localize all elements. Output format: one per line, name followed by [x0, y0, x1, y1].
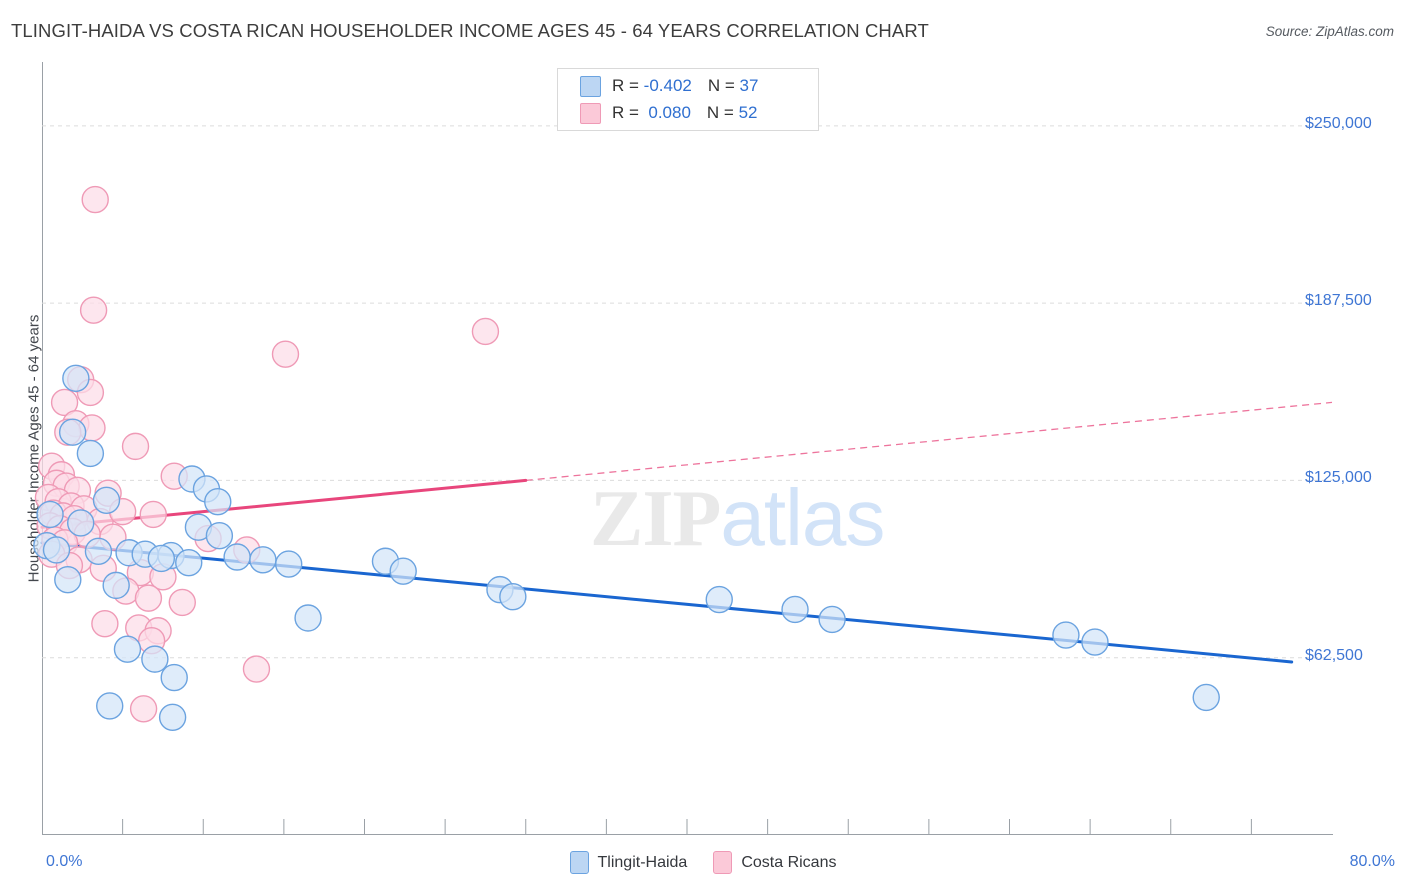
y-tick-label-3: $62,500	[1305, 646, 1363, 664]
data-point-tlingit-haida-37[interactable]	[96, 692, 124, 720]
data-point-tlingit-haida-28[interactable]	[499, 583, 527, 611]
stats-n-label-1: N =	[706, 103, 739, 122]
data-point-tlingit-haida-23[interactable]	[389, 557, 417, 585]
data-point-tlingit-haida-10[interactable]	[205, 522, 234, 550]
legend-chip-blue	[569, 851, 589, 874]
data-point-tlingit-haida-1[interactable]	[58, 418, 87, 446]
data-point-tlingit-haida-0[interactable]	[62, 364, 90, 392]
data-point-tlingit-haida-34[interactable]	[113, 635, 142, 663]
stats-row-tlingit-haida: R = -0.402 N = 37	[558, 73, 818, 99]
y-tick-label-1: $187,500	[1305, 292, 1372, 310]
y-axis-line	[42, 62, 43, 835]
data-point-tlingit-haida-31[interactable]	[818, 605, 846, 634]
data-point-tlingit-haida-24[interactable]	[54, 565, 82, 594]
data-point-costa-ricans-27[interactable]	[139, 500, 167, 529]
stats-r-value-1: 0.080	[643, 103, 691, 122]
stats-n-value-0: 37	[739, 76, 759, 95]
legend-chip-pink	[713, 851, 733, 874]
data-point-tlingit-haida-2[interactable]	[76, 439, 105, 468]
data-point-tlingit-haida-19[interactable]	[223, 543, 251, 571]
legend-label-tlingit-haida: Tlingit-Haida	[597, 853, 688, 871]
data-point-costa-ricans-44[interactable]	[134, 584, 163, 612]
y-axis-title: Householder Income Ages 45 - 64 years	[25, 314, 43, 583]
data-point-costa-ricans-3[interactable]	[271, 340, 300, 368]
data-point-tlingit-haida-17[interactable]	[147, 544, 176, 573]
data-point-costa-ricans-0[interactable]	[81, 185, 109, 214]
page-title: TLINGIT-HAIDA VS COSTA RICAN HOUSEHOLDER…	[11, 20, 929, 41]
stats-swatch-blue	[580, 75, 601, 97]
stats-row-costa-ricans: R = 0.080 N = 52	[558, 100, 818, 126]
y-tick-label-2: $125,000	[1305, 469, 1372, 487]
data-point-costa-ricans-10[interactable]	[121, 432, 150, 461]
data-point-tlingit-haida-6[interactable]	[204, 487, 232, 516]
data-point-tlingit-haida-29[interactable]	[705, 585, 733, 614]
series-legend: Tlingit-Haida Costa Ricans	[0, 851, 1406, 874]
plot-area: ZIPatlas	[33, 62, 1333, 835]
data-point-tlingit-haida-33[interactable]	[1081, 628, 1109, 656]
stats-n-label-0: N =	[707, 76, 740, 95]
stats-r-value-0: -0.402	[643, 76, 692, 95]
stats-n-value-1: 52	[738, 103, 758, 122]
data-point-costa-ricans-6[interactable]	[50, 388, 79, 417]
data-point-tlingit-haida-32[interactable]	[1052, 621, 1080, 649]
data-point-tlingit-haida-36[interactable]	[160, 663, 188, 692]
data-point-tlingit-haida-18[interactable]	[175, 548, 203, 577]
data-point-tlingit-haida-38[interactable]	[158, 703, 187, 731]
data-point-tlingit-haida-8[interactable]	[67, 509, 95, 537]
data-point-tlingit-haida-12[interactable]	[42, 536, 71, 564]
data-point-costa-ricans-45[interactable]	[168, 588, 196, 617]
data-point-tlingit-haida-39[interactable]	[1192, 683, 1220, 712]
legend-label-costa-ricans: Costa Ricans	[741, 853, 837, 871]
data-point-costa-ricans-46[interactable]	[91, 609, 119, 638]
y-tick-label-0: $250,000	[1305, 114, 1372, 132]
data-point-tlingit-haida-20[interactable]	[249, 546, 277, 574]
x-axis-max-label: 80.0%	[1349, 853, 1395, 870]
data-point-tlingit-haida-7[interactable]	[36, 500, 64, 529]
scatter-canvas	[33, 125, 1333, 835]
data-point-tlingit-haida-25[interactable]	[102, 571, 130, 600]
data-point-costa-ricans-51[interactable]	[129, 695, 158, 723]
stats-swatch-pink	[580, 102, 601, 124]
correlation-stats-box: R = -0.402 N = 37 R = 0.080 N = 52	[557, 68, 819, 131]
data-point-tlingit-haida-30[interactable]	[781, 595, 809, 624]
stats-r-label-0: R =	[612, 76, 644, 95]
data-point-costa-ricans-50[interactable]	[242, 655, 271, 683]
data-point-tlingit-haida-3[interactable]	[92, 486, 121, 514]
x-axis-min-label: 0.0%	[46, 853, 83, 870]
source-label: Source: ZipAtlas.com	[1265, 24, 1394, 39]
data-point-costa-ricans-1[interactable]	[79, 296, 108, 324]
data-point-tlingit-haida-27[interactable]	[294, 604, 322, 632]
data-point-tlingit-haida-35[interactable]	[141, 645, 169, 673]
data-point-costa-ricans-2[interactable]	[471, 317, 500, 346]
legend-item-tlingit-haida[interactable]: Tlingit-Haida	[569, 851, 688, 874]
data-point-tlingit-haida-21[interactable]	[275, 550, 303, 578]
stats-r-label-1: R =	[612, 103, 644, 122]
data-point-tlingit-haida-13[interactable]	[84, 537, 113, 566]
trendline-extrapolated-costa-ricans	[525, 401, 1333, 482]
legend-item-costa-ricans[interactable]: Costa Ricans	[713, 851, 836, 874]
